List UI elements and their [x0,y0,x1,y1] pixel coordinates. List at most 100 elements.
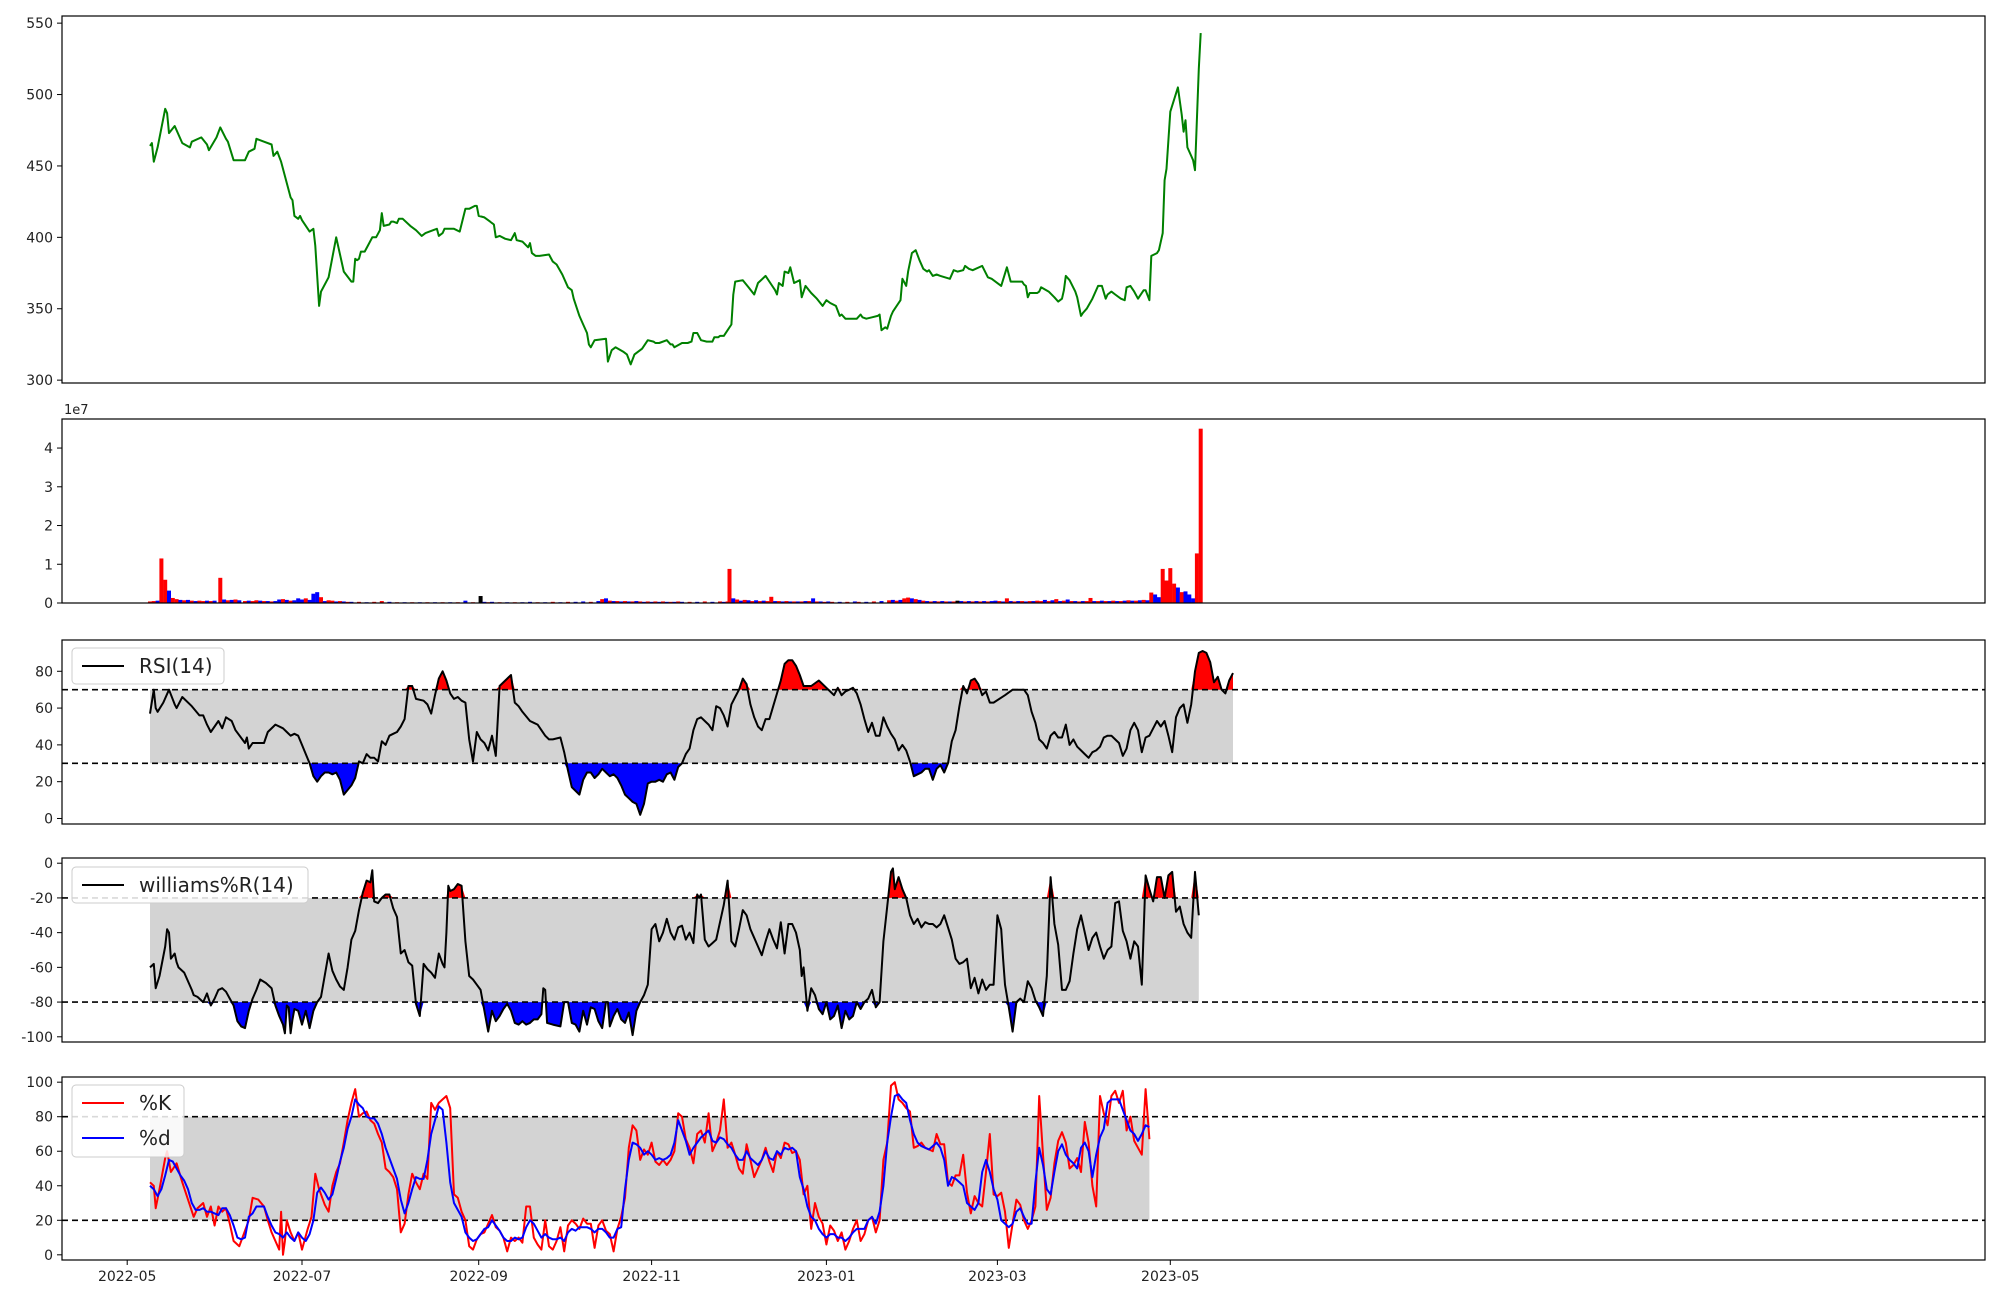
volume-bar [379,601,384,603]
williams-panel-frame [61,857,1986,1043]
stochastic-panel: 0 20 40 60 80 100 %K %d [26,1075,1986,1264]
volume-bar [319,597,323,603]
volume-bar [731,598,736,603]
williams-plot-area [62,867,1985,1037]
volume-bar [265,601,270,603]
volume-bar [966,601,971,603]
volume-bar [807,601,812,603]
y-tick-label: 0 [44,811,53,827]
volume-bar [277,599,282,603]
volume-bar [702,601,707,603]
volume-bar [963,601,968,603]
volume-bar [619,601,624,603]
volume-bar [1145,600,1150,603]
volume-bar [178,599,183,603]
volume-bar [243,601,247,603]
volume-plot-area [148,428,1203,603]
williams-panel: 0 -20 -40 -60 -80 -100 williams%R(14) [21,856,1986,1046]
y-tick-label: 20 [35,1213,53,1229]
y-tick-label: 60 [35,701,53,717]
rsi-plot-area [62,650,1985,816]
volume-bar [1001,601,1006,603]
volume-bar [201,601,206,603]
x-tick-label: 2023-03 [968,1269,1027,1285]
stochastic-legend-label-d: %d [139,1126,171,1150]
y-tick-label: 400 [26,230,53,246]
volume-bar [1012,601,1017,603]
rsi-legend: RSI(14) [71,647,225,685]
volume-bar [182,600,187,603]
y-tick-label: 500 [26,88,53,104]
stochastic-plot-area [62,1081,1985,1256]
volume-bar [623,601,627,603]
volume-bar [989,601,994,603]
volume-bar [792,601,797,603]
volume-bar [148,601,152,603]
volume-bar [463,600,468,603]
volume-bar [155,600,160,603]
volume-bar [1107,601,1112,603]
y-tick-label: 80 [35,664,53,680]
volume-bar [1134,600,1139,603]
y-tick-label: 300 [26,373,53,389]
williams-legend: williams%R(14) [71,866,309,904]
x-tick-label: 2022-07 [273,1269,332,1285]
stochastic-series-line [149,1093,1150,1242]
volume-bar [735,599,740,603]
volume-bar [799,601,804,603]
volume-bar [170,597,175,603]
volume-bar [303,598,308,603]
rsi-legend-box [71,647,225,685]
y-tick-label: 40 [35,1179,53,1195]
price-line [149,33,1202,366]
volume-bar [653,601,658,603]
volume-bar [1103,601,1108,603]
volume-bar [985,601,990,603]
volume-bar [936,601,941,603]
volume-panel: 0 1 2 3 4 1e7 [44,403,1986,612]
volume-bar [186,599,190,603]
volume-bar [1160,568,1165,603]
volume-bar [1149,592,1154,603]
williams-legend-label: williams%R(14) [139,873,294,897]
volume-bar [784,601,789,603]
y-tick-label: 3 [44,480,53,496]
volume-bar [1020,601,1025,603]
rsi-y-axis: 0 20 40 60 80 [35,664,62,827]
volume-bar [163,579,168,603]
volume-bar [1156,597,1161,603]
volume-bar [1122,600,1127,603]
y-tick-label: 20 [35,775,53,791]
volume-bar [1035,600,1040,603]
williams-series-line [149,867,1200,1037]
volume-bar [978,601,983,603]
volume-bar [1164,580,1169,603]
volume-bar [974,601,979,603]
volume-bar [814,601,819,603]
y-tick-label: 1 [44,557,53,573]
volume-bar [917,599,922,603]
volume-bar [334,601,339,603]
volume-bar [273,601,278,603]
volume-bar [818,601,823,603]
y-tick-label: 80 [35,1110,53,1126]
volume-bar [596,601,601,603]
volume-bar [1153,594,1158,603]
volume-bar [742,599,747,603]
volume-bar [229,599,234,603]
volume-bar [826,601,831,603]
volume-bar [776,601,781,603]
volume-bar [928,601,933,603]
volume-bar [254,600,259,603]
volume-bar [997,601,1002,603]
volume-bar [1027,601,1032,603]
volume-bar [913,599,918,603]
volume-bar [932,601,937,603]
volume-bar [718,601,722,603]
x-tick-label: 2022-11 [622,1269,681,1285]
volume-bar [630,601,635,603]
volume-bar [879,601,884,603]
volume-bar [626,601,631,603]
williams-y-axis: 0 -20 -40 -60 -80 -100 [21,856,62,1046]
volume-bar [288,600,293,603]
